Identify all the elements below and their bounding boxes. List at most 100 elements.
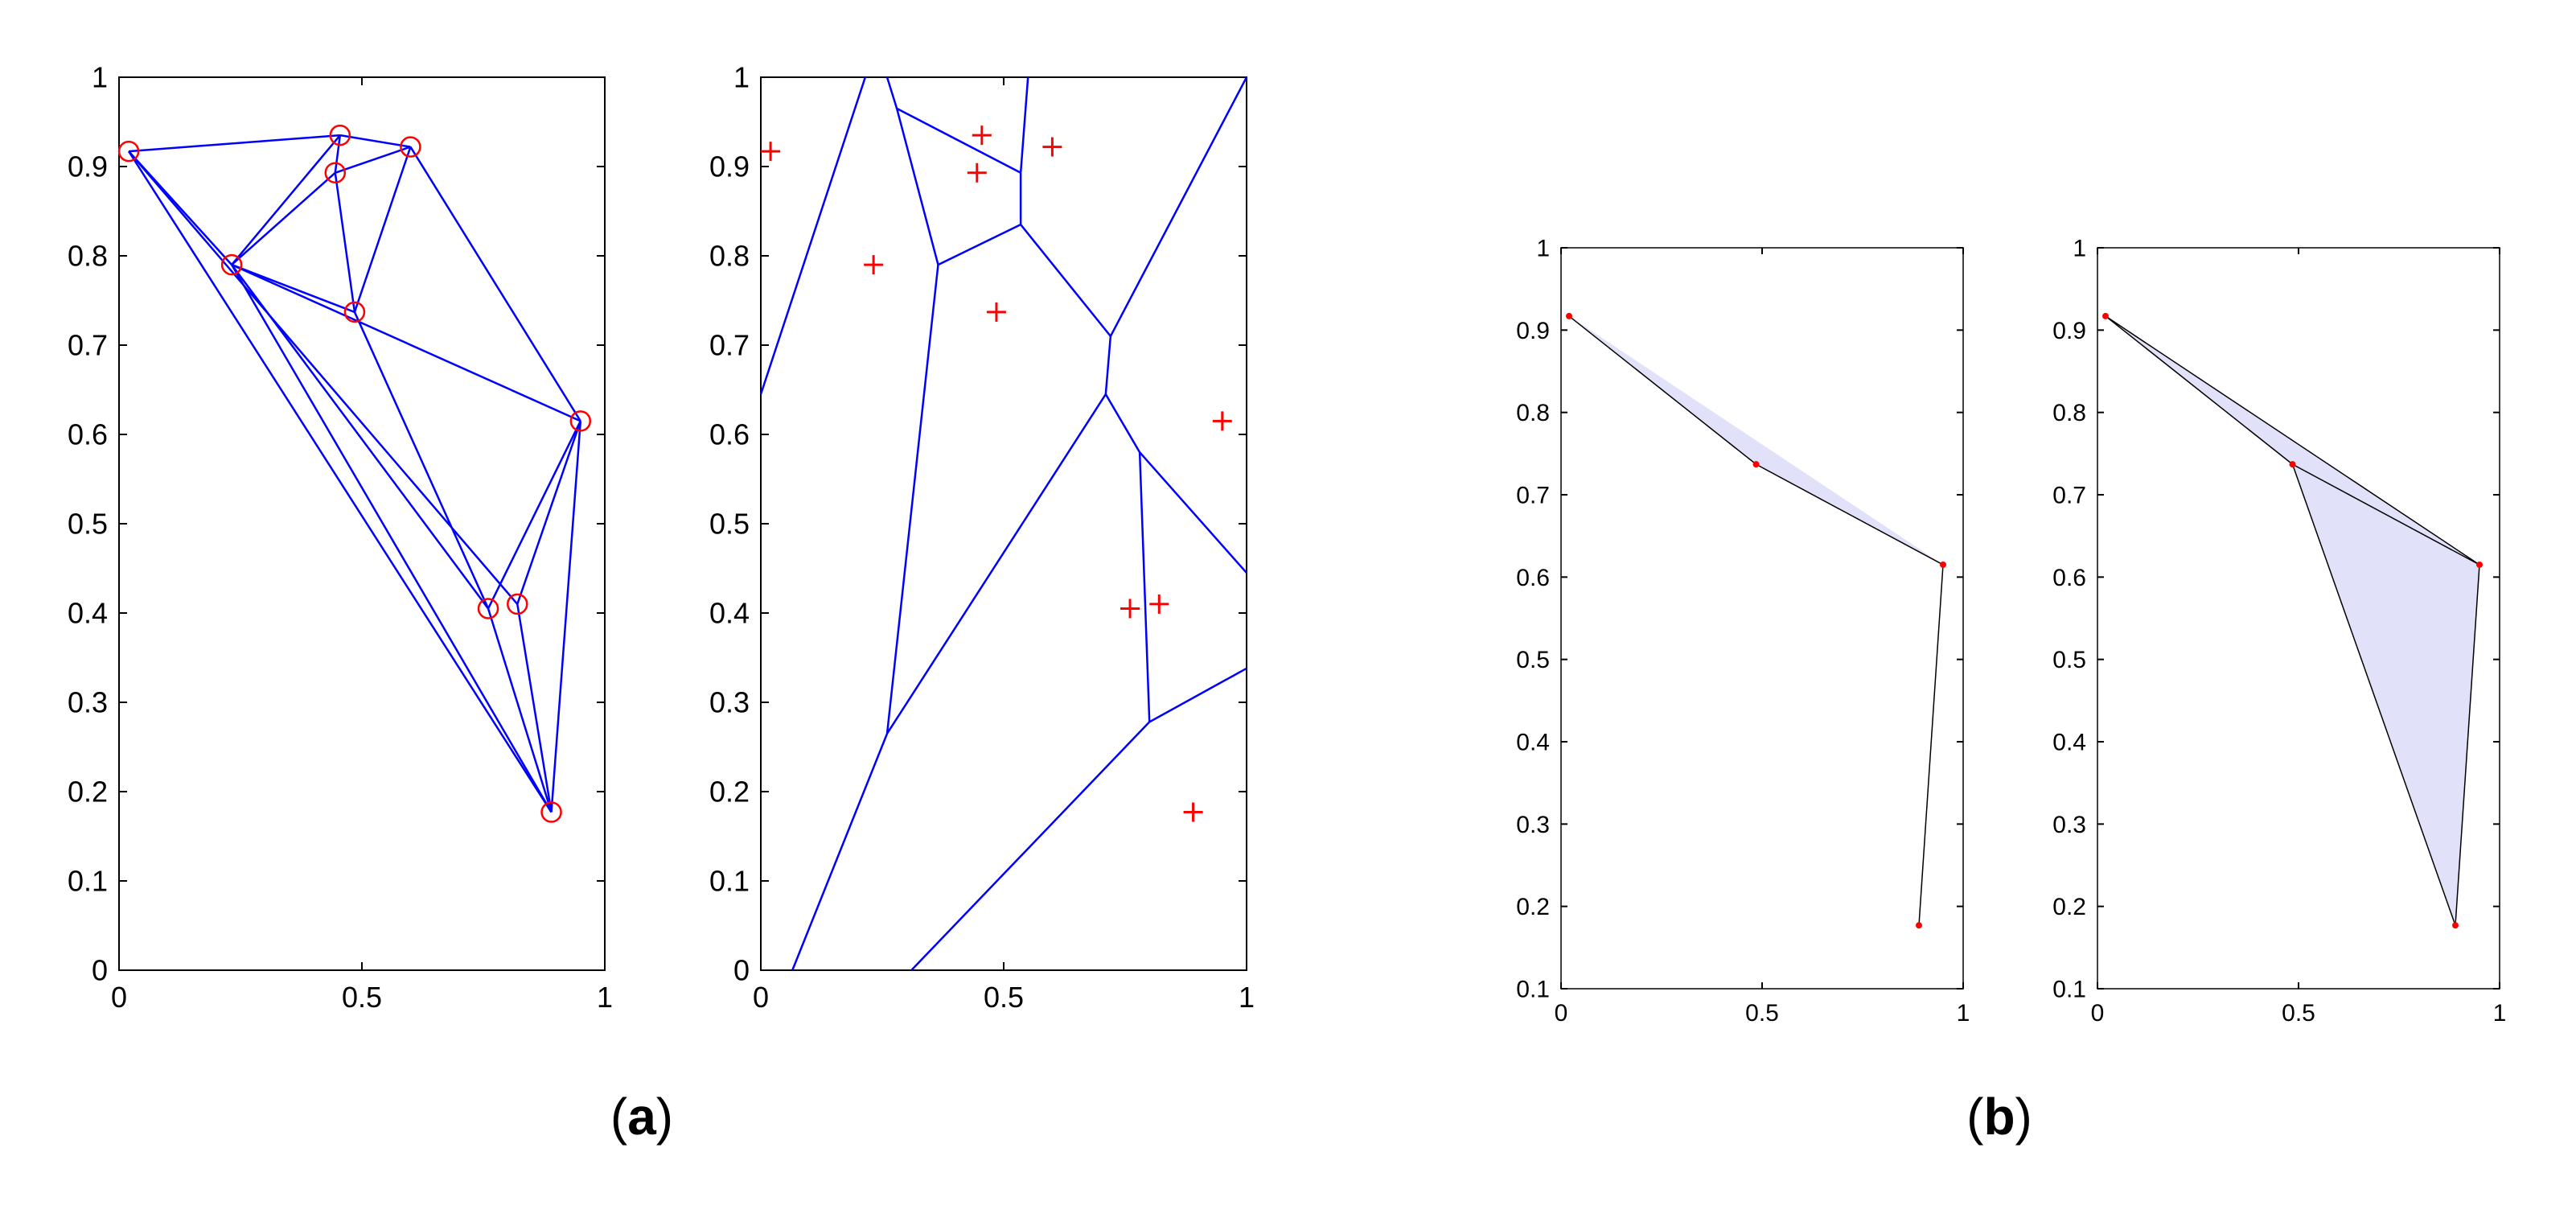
y-tick-label: 0.2 bbox=[68, 776, 108, 809]
site-point bbox=[507, 593, 528, 615]
axes-box bbox=[118, 76, 606, 971]
site-point bbox=[1120, 599, 1140, 619]
y-tick-label: 0.9 bbox=[1516, 318, 1550, 344]
x-tick-label: 1 bbox=[1957, 1000, 1970, 1027]
site-point bbox=[1183, 802, 1203, 822]
voronoi-edge bbox=[1138, 452, 1151, 722]
y-tick-label: 0.2 bbox=[2052, 894, 2086, 920]
plot-voronoi: 0 0.5 1 0 0.1 0.2 0.3 0.4 0.5 0.6 0.7 0.8 0.9 1 bbox=[709, 61, 1255, 1014]
voronoi-edge bbox=[1109, 76, 1248, 337]
triangulation-edge bbox=[335, 146, 411, 174]
triangulation-edge bbox=[334, 172, 356, 313]
caption-a: (a) bbox=[610, 1088, 673, 1146]
triangulation-edge bbox=[409, 146, 581, 422]
axes-box bbox=[760, 76, 1247, 971]
x-tick-label: 0 bbox=[2091, 1000, 2105, 1027]
y-tick-label: 0.9 bbox=[68, 150, 108, 183]
site-point bbox=[324, 162, 347, 184]
voronoi-edge bbox=[896, 107, 1021, 174]
y-tick-label: 0.3 bbox=[2052, 812, 2086, 838]
site-point bbox=[1752, 461, 1760, 468]
y-tick-label: 0.7 bbox=[709, 329, 750, 362]
triangulation-edge bbox=[128, 134, 340, 153]
y-tick-label: 0.9 bbox=[709, 150, 750, 183]
y-tick-label: 0.6 bbox=[68, 418, 108, 451]
y-tick-label: 0.7 bbox=[2052, 483, 2086, 509]
site-point bbox=[2102, 312, 2109, 319]
x-tick-label: 0 bbox=[1555, 1000, 1568, 1027]
triangulation-edge bbox=[334, 134, 342, 173]
y-tick-label: 1 bbox=[2073, 236, 2086, 262]
y-tick-label: 0.1 bbox=[68, 865, 108, 898]
voronoi-edge bbox=[759, 76, 867, 395]
outline-edge bbox=[2292, 463, 2480, 566]
plot-hull-full: 0 0.5 1 0.1 0.2 0.3 0.4 0.5 0.6 0.7 0.8 0.9 1 bbox=[2052, 236, 2506, 1027]
voronoi-edge bbox=[895, 108, 939, 265]
site-point bbox=[569, 410, 592, 432]
axes-box bbox=[1560, 247, 1964, 990]
triangulation-edge bbox=[353, 311, 490, 609]
y-tick-label: 0.2 bbox=[1516, 894, 1550, 920]
triangulation-edge bbox=[516, 603, 553, 813]
y-tick-label: 0 bbox=[92, 954, 108, 987]
site-point bbox=[400, 136, 421, 158]
y-tick-label: 0.3 bbox=[709, 686, 750, 719]
voronoi-edge bbox=[885, 264, 939, 734]
x-tick-label: 0.5 bbox=[342, 981, 382, 1014]
site-point bbox=[1566, 312, 1572, 319]
voronoi-edge bbox=[791, 733, 889, 971]
site-point bbox=[329, 124, 351, 146]
voronoi-edge bbox=[1148, 667, 1247, 723]
y-tick-label: 0.5 bbox=[709, 508, 750, 541]
site-point bbox=[1916, 922, 1922, 929]
voronoi-edge bbox=[1019, 76, 1029, 173]
y-tick-label: 0.4 bbox=[68, 597, 108, 630]
voronoi-edge bbox=[910, 721, 1151, 971]
voronoi-edge bbox=[885, 76, 898, 109]
y-tick-label: 0.8 bbox=[2052, 400, 2086, 426]
voronoi-edge bbox=[1020, 224, 1111, 337]
caption-b: (b) bbox=[1966, 1088, 2032, 1146]
voronoi-edge bbox=[937, 224, 1021, 266]
y-tick-label: 0.6 bbox=[2052, 565, 2086, 591]
y-tick-label: 0.5 bbox=[2052, 647, 2086, 673]
triangulation-edge bbox=[231, 171, 336, 266]
triangulation-edge bbox=[231, 263, 355, 314]
x-tick-label: 1 bbox=[597, 981, 613, 1014]
x-tick-label: 0.5 bbox=[984, 981, 1024, 1014]
site-point bbox=[967, 163, 987, 183]
y-tick-label: 0.4 bbox=[1516, 730, 1550, 756]
outline-path bbox=[1568, 315, 1944, 926]
site-point bbox=[540, 801, 562, 823]
triangulation-edge bbox=[487, 420, 581, 610]
y-tick-label: 0.1 bbox=[709, 865, 750, 898]
site-point bbox=[986, 302, 1006, 322]
y-tick-label: 0.3 bbox=[68, 686, 108, 719]
caption-a-letter: a bbox=[627, 1088, 656, 1146]
site-point bbox=[972, 126, 992, 146]
y-tick-label: 0.1 bbox=[1516, 977, 1550, 1003]
x-tick-label: 1 bbox=[1239, 981, 1255, 1014]
voronoi-edge bbox=[1139, 451, 1247, 574]
y-tick-label: 1 bbox=[92, 61, 108, 94]
triangulation-edge bbox=[339, 134, 411, 148]
y-tick-label: 1 bbox=[1536, 236, 1550, 262]
triangulation-edge bbox=[487, 608, 553, 813]
y-tick-label: 1 bbox=[733, 61, 750, 94]
voronoi-edge bbox=[1104, 393, 1141, 453]
y-tick-label: 0.5 bbox=[1516, 647, 1550, 673]
site-point bbox=[1149, 594, 1169, 614]
y-tick-label: 0.2 bbox=[709, 776, 750, 809]
y-tick-label: 0.8 bbox=[709, 240, 750, 273]
y-tick-label: 0.7 bbox=[1516, 483, 1550, 509]
triangulation-edge bbox=[128, 150, 519, 605]
site-point bbox=[864, 255, 884, 275]
triangulation-edge bbox=[231, 264, 553, 813]
y-tick-label: 0.1 bbox=[2052, 977, 2086, 1003]
site-point bbox=[1940, 561, 1946, 568]
site-point bbox=[2452, 922, 2459, 929]
y-tick-label: 0.4 bbox=[2052, 730, 2086, 756]
voronoi-edge bbox=[885, 393, 1107, 735]
y-tick-label: 0.9 bbox=[2052, 318, 2086, 344]
